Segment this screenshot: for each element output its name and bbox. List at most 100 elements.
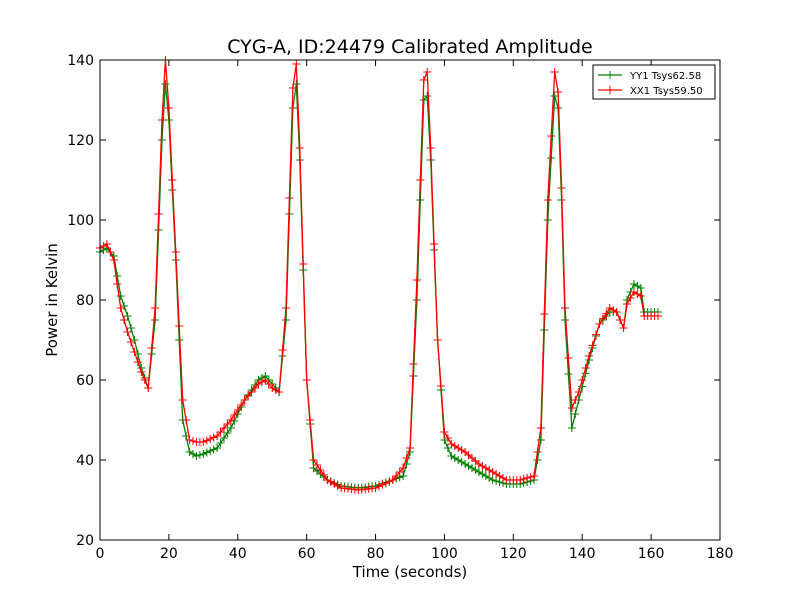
legend-label: XX1 Tsys59.50 <box>630 86 703 97</box>
data-point <box>216 428 225 436</box>
data-point <box>133 358 142 366</box>
data-point <box>440 428 449 436</box>
data-point <box>392 472 401 480</box>
y-tick-label: 120 <box>67 133 94 149</box>
data-point <box>195 451 204 459</box>
data-point <box>151 304 160 312</box>
data-point <box>443 444 452 452</box>
data-point <box>185 448 194 456</box>
data-point <box>137 368 146 376</box>
legend-box <box>592 64 716 100</box>
data-point <box>561 304 569 312</box>
data-point <box>99 242 108 250</box>
data-point <box>202 436 211 445</box>
data-point <box>595 320 604 328</box>
data-point <box>612 308 621 316</box>
data-point <box>619 324 628 332</box>
data-point <box>440 436 449 444</box>
data-point <box>257 378 266 386</box>
data-point <box>375 482 383 491</box>
data-point <box>474 468 483 476</box>
data-point <box>564 370 573 378</box>
data-point <box>264 380 273 388</box>
data-point <box>485 466 494 474</box>
data-point <box>533 448 542 456</box>
data-point <box>423 68 432 76</box>
data-point <box>171 248 180 256</box>
data-point <box>199 438 208 446</box>
data-point <box>457 458 466 466</box>
data-point <box>419 76 428 84</box>
data-point <box>316 466 325 474</box>
data-point <box>223 429 232 437</box>
data-point <box>226 424 235 432</box>
data-point <box>168 176 177 184</box>
data-point <box>127 324 135 332</box>
data-point <box>567 404 576 412</box>
data-point <box>399 464 408 472</box>
data-point <box>333 482 342 490</box>
data-point <box>244 392 253 400</box>
data-point <box>454 456 463 464</box>
data-point <box>282 316 290 324</box>
data-point <box>220 434 228 442</box>
data-point <box>478 470 487 478</box>
data-point <box>430 240 439 248</box>
data-point <box>481 472 490 480</box>
data-point <box>271 386 280 394</box>
data-point <box>237 401 246 409</box>
legend-label: YY1 Tsys62.58 <box>629 71 701 82</box>
data-point <box>416 176 425 184</box>
data-point <box>106 248 115 256</box>
data-point <box>574 388 583 396</box>
data-point <box>654 312 662 320</box>
data-point <box>636 284 645 292</box>
data-point <box>247 388 256 396</box>
data-point <box>550 92 559 100</box>
data-point <box>189 437 197 445</box>
data-point <box>492 470 501 478</box>
data-point <box>478 462 487 470</box>
data-point <box>254 380 263 388</box>
data-point <box>471 466 480 474</box>
data-point <box>412 276 421 284</box>
data-point <box>464 462 473 470</box>
data-point <box>268 384 277 392</box>
data-point <box>578 382 587 391</box>
data-point <box>127 338 135 346</box>
data-point <box>233 406 242 414</box>
data-point <box>526 473 535 481</box>
data-point <box>543 196 552 204</box>
data-point <box>185 436 194 444</box>
data-point <box>461 460 470 468</box>
data-point <box>447 440 456 448</box>
data-point <box>571 396 580 404</box>
data-point <box>450 442 459 450</box>
data-point <box>609 306 618 314</box>
data-point <box>488 468 497 476</box>
data-point <box>313 461 321 469</box>
data-point <box>292 60 301 68</box>
data-point <box>323 476 332 484</box>
data-point <box>288 84 297 92</box>
data-point <box>406 444 414 452</box>
y-tick-label: 100 <box>67 213 94 229</box>
data-point <box>533 456 542 464</box>
x-tick-label: 20 <box>160 546 178 562</box>
data-point <box>623 300 631 308</box>
x-tick-label: 0 <box>96 546 105 562</box>
data-point <box>399 472 408 480</box>
x-tick-label: 40 <box>229 546 247 562</box>
data-point <box>437 382 445 390</box>
data-point <box>116 292 125 300</box>
data-point <box>530 472 538 480</box>
data-point <box>102 240 111 248</box>
data-point <box>433 336 442 344</box>
data-point <box>557 184 566 192</box>
data-point <box>488 476 497 484</box>
legend-marker <box>606 71 614 79</box>
data-point <box>519 475 528 483</box>
data-point <box>578 376 587 384</box>
x-tick-label: 60 <box>298 546 316 562</box>
